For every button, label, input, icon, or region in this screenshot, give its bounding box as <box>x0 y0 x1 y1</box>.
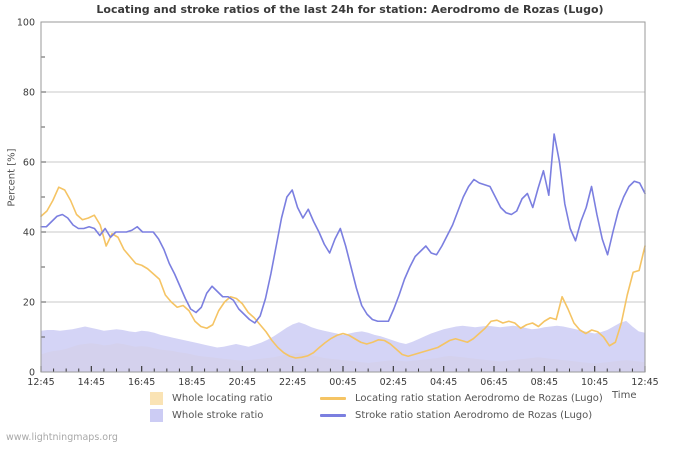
site-watermark: www.lightningmaps.org <box>6 432 118 443</box>
legend-item-stroke-ratio-station[interactable]: Stroke ratio station Aerodromo de Rozas … <box>320 410 592 421</box>
svg-text:10:45: 10:45 <box>581 377 608 388</box>
svg-text:100: 100 <box>17 18 35 29</box>
svg-text:40: 40 <box>23 228 35 239</box>
x-tick-labels: 12:45 14:45 16:45 18:45 20:45 22:45 00:45 02:45… <box>27 377 658 388</box>
svg-text:16:45: 16:45 <box>128 377 155 388</box>
svg-text:20:45: 20:45 <box>229 377 256 388</box>
axis-layer <box>40 21 646 373</box>
legend-label-stroke-ratio-station: Stroke ratio station Aerodromo de Rozas … <box>355 410 593 421</box>
legend-label-whole-locating-ratio: Whole locating ratio <box>172 393 273 404</box>
legend-row-1: Whole locating ratio Locating ratio stat… <box>150 390 670 407</box>
legend-row-2: Whole stroke ratio Stroke ratio station … <box>150 407 670 424</box>
legend-swatch-whole-locating-ratio <box>150 392 163 405</box>
svg-text:60: 60 <box>23 158 35 169</box>
legend-label-whole-stroke-ratio: Whole stroke ratio <box>172 410 264 421</box>
svg-text:14:45: 14:45 <box>78 377 105 388</box>
svg-text:12:45: 12:45 <box>27 377 54 388</box>
chart-title: Locating and stroke ratios of the last 2… <box>96 3 604 16</box>
legend-label-locating-ratio-station: Locating ratio station Aerodromo de Roza… <box>355 393 603 404</box>
svg-text:80: 80 <box>23 88 35 99</box>
legend-item-whole-stroke-ratio[interactable]: Whole stroke ratio <box>150 409 320 422</box>
svg-text:08:45: 08:45 <box>531 377 558 388</box>
svg-text:20: 20 <box>23 298 35 309</box>
chart-legend: Whole locating ratio Locating ratio stat… <box>150 390 670 424</box>
y-axis-label: Percent [%] <box>6 148 18 207</box>
legend-item-whole-locating-ratio[interactable]: Whole locating ratio <box>150 392 320 405</box>
line-series-layer <box>40 133 646 359</box>
svg-text:04:45: 04:45 <box>430 377 457 388</box>
legend-swatch-locating-ratio-station <box>320 397 346 400</box>
legend-item-locating-ratio-station[interactable]: Locating ratio station Aerodromo de Roza… <box>320 393 603 404</box>
gridlines <box>41 21 645 303</box>
legend-swatch-whole-stroke-ratio <box>150 409 163 422</box>
svg-text:00:45: 00:45 <box>329 377 356 388</box>
legend-swatch-stroke-ratio-station <box>320 414 346 417</box>
area-series-layer <box>41 320 645 372</box>
svg-text:18:45: 18:45 <box>178 377 205 388</box>
y-tick-labels: 0 20 40 60 80 100 <box>17 18 35 379</box>
svg-text:06:45: 06:45 <box>480 377 507 388</box>
svg-text:0: 0 <box>29 368 35 379</box>
x-axis-label: Time <box>612 390 637 401</box>
svg-text:12:45: 12:45 <box>631 377 658 388</box>
svg-text:22:45: 22:45 <box>279 377 306 388</box>
svg-text:02:45: 02:45 <box>380 377 407 388</box>
